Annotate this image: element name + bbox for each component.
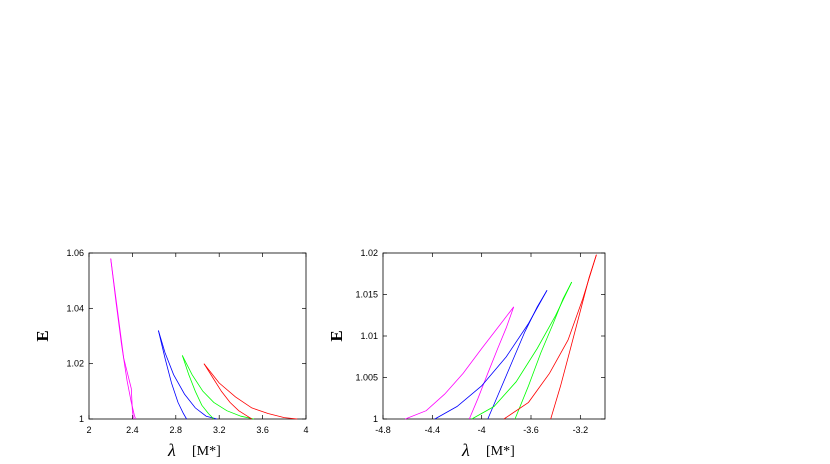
- y-tick-label: 1: [373, 414, 378, 424]
- y-tick-label: 1.005: [355, 373, 378, 383]
- plot-frame: [382, 252, 606, 420]
- y-tick-label: 1.02: [66, 359, 84, 369]
- series-line-7: [550, 254, 597, 420]
- x-axis-unit: [M*]: [192, 444, 221, 459]
- y-tick-label: 1.015: [355, 290, 378, 300]
- series-line-4: [181, 355, 254, 420]
- y-axis-label: E: [327, 330, 346, 341]
- series-line-1: [110, 258, 137, 420]
- x-tick-label: 2: [86, 425, 91, 435]
- x-tick-label: 2.4: [126, 425, 139, 435]
- x-axis-unit: [M*]: [486, 444, 515, 459]
- x-axis-label: λ: [461, 440, 470, 460]
- x-axis-label: λ: [167, 440, 176, 460]
- x-tick-label: 4: [303, 425, 308, 435]
- chart-right: -4.8 -4.4 -4 -3.6 -3.2 1 1.005 1.01 1.015 1.02 Eλ […: [327, 248, 606, 460]
- series-line-1: [468, 306, 515, 420]
- y-tick-label: 1.01: [360, 331, 378, 341]
- x-tick-label: 3.2: [213, 425, 226, 435]
- y-axis-label: E: [33, 330, 52, 341]
- x-tick-label: -4: [478, 425, 486, 435]
- y-tick-label: 1.02: [360, 248, 378, 258]
- x-tick-label: -4.4: [425, 425, 441, 435]
- series-line-3: [158, 330, 187, 420]
- x-tick-label: 2.8: [170, 425, 183, 435]
- series-line-7: [203, 363, 253, 420]
- chart-left: 2 2.4 2.8 3.2 3.6 4 1 1.02 1.04 1.06 Eλ [M*]: [33, 248, 309, 460]
- series-line-6: [503, 254, 597, 420]
- y-tick-label: 1: [79, 414, 84, 424]
- series-line-2: [158, 330, 218, 420]
- series-line-3: [487, 290, 548, 420]
- series-line-5: [514, 281, 573, 420]
- x-tick-label: -3.2: [573, 425, 589, 435]
- x-tick-label: -4.8: [375, 425, 391, 435]
- series-line-6: [203, 363, 298, 420]
- plot-frame: [88, 252, 307, 420]
- series-line-5: [181, 355, 215, 420]
- y-tick-label: 1.06: [66, 248, 84, 258]
- series-line-0: [405, 306, 515, 420]
- y-tick-label: 1.04: [66, 303, 84, 313]
- x-tick-label: -3.6: [523, 425, 539, 435]
- x-tick-label: 3.6: [256, 425, 269, 435]
